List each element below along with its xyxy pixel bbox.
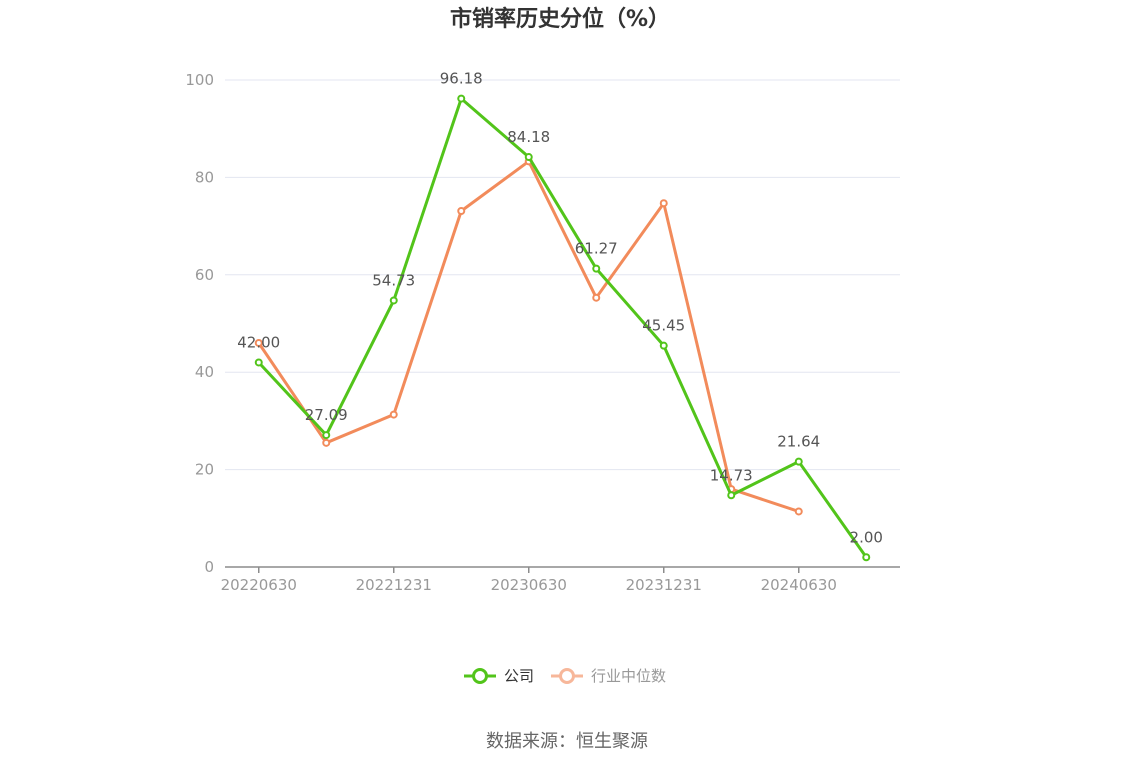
company-point-20240630 [794, 457, 803, 466]
data-label-20230930: 61.27 [575, 240, 618, 258]
chart-title: 市销率历史分位（%） [450, 6, 670, 32]
data-label-20230630: 84.18 [507, 128, 550, 146]
series-lines [254, 94, 871, 562]
industry-median-point-20221231 [389, 410, 398, 419]
company-point-20230930 [592, 264, 601, 273]
grid-lines [225, 79, 900, 471]
x-tick-label-20240630: 20240630 [761, 576, 837, 594]
company-point-20240930 [862, 553, 871, 562]
y-tick-label-20: 20 [195, 461, 214, 479]
series-line-company [257, 97, 868, 559]
data-label-20220630: 42.00 [237, 333, 280, 351]
x-tick-label-20221231: 20221231 [356, 576, 432, 594]
legend-label-industry-median: 行业中位数 [591, 667, 666, 685]
x-tick-label-20230630: 20230630 [491, 576, 567, 594]
company-point-20240331 [727, 491, 736, 500]
company-point-20220930 [322, 431, 331, 440]
series-line-industry-median [257, 159, 800, 513]
industry-median-point-20220930 [322, 438, 331, 447]
y-tick-label-40: 40 [195, 363, 214, 381]
legend-item-company[interactable]: 公司 [464, 667, 534, 685]
industry-median-point-20230331 [457, 207, 466, 216]
legend-label-company: 公司 [504, 667, 534, 685]
company-point-20231231 [659, 341, 668, 350]
data-label-20221231: 54.73 [372, 271, 415, 289]
y-tick-label-100: 100 [185, 71, 214, 89]
company-point-20221231 [389, 296, 398, 305]
data-label-20230331: 96.18 [440, 70, 483, 88]
y-tick-label-80: 80 [195, 168, 214, 186]
data-labels: 42.00 27.09 54.73 96.18 84.18 61.27 45.45 14.73… [237, 70, 883, 547]
data-label-20231231: 45.45 [642, 317, 685, 335]
legend-item-industry-median[interactable]: 行业中位数 [551, 667, 666, 685]
data-label-20240331: 14.73 [710, 466, 753, 484]
industry-median-point-20240630 [794, 507, 803, 516]
y-tick-label-60: 60 [195, 266, 214, 284]
company-point-20230630 [524, 153, 533, 162]
data-label-20220930: 27.09 [305, 406, 348, 424]
company-point-20220630 [254, 358, 263, 367]
legend-marker-company [472, 668, 488, 684]
x-tick-label-20220630: 20220630 [221, 576, 297, 594]
data-label-20240630: 21.64 [777, 433, 820, 451]
x-tick-label-20231231: 20231231 [626, 576, 702, 594]
industry-median-point-20220630 [254, 338, 263, 347]
industry-median-point-20231231 [659, 199, 668, 208]
source-note: 数据来源：恒生聚源 [486, 731, 648, 752]
legend: 公司 行业中位数 [464, 667, 666, 685]
data-label-20240930: 2.00 [850, 528, 883, 546]
legend-marker-industry-median [559, 668, 575, 684]
y-tick-label-0: 0 [204, 558, 214, 576]
industry-median-point-20230930 [592, 293, 601, 302]
company-point-20230331 [457, 94, 466, 103]
axes: 0 20 40 60 80 100 20220630 20221231 20230630 2023… [185, 71, 900, 594]
